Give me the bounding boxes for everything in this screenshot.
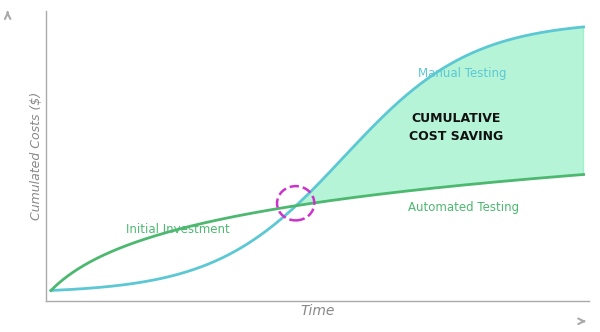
Text: Automated Testing: Automated Testing (408, 202, 519, 214)
Text: Initial Investment: Initial Investment (125, 222, 229, 235)
Text: CUMULATIVE
COST SAVING: CUMULATIVE COST SAVING (409, 112, 503, 142)
Y-axis label: Cumulated Costs ($): Cumulated Costs ($) (30, 92, 43, 220)
Text: Manual Testing: Manual Testing (418, 67, 507, 80)
X-axis label: Time: Time (300, 304, 334, 318)
